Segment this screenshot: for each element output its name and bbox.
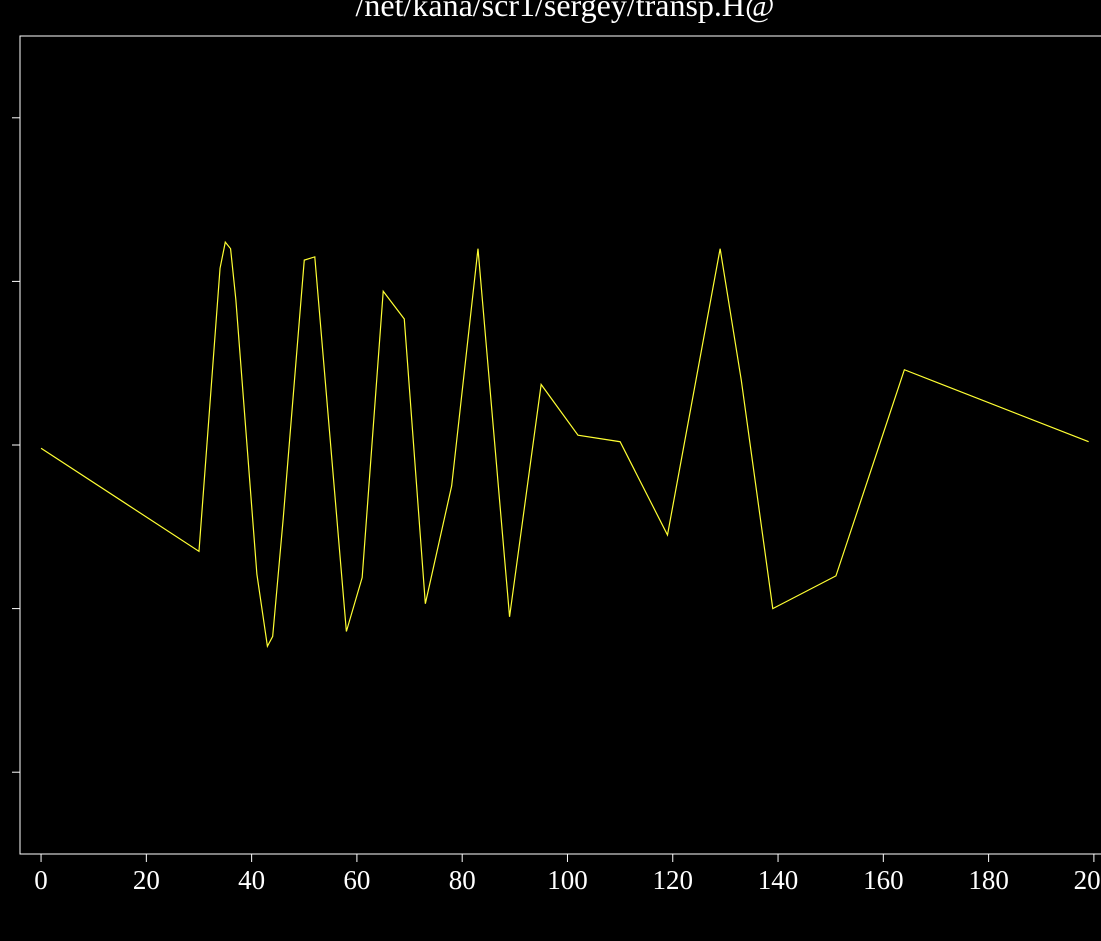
x-tick-label: 60 (343, 865, 370, 895)
x-tick-label: 160 (863, 865, 904, 895)
x-tick-label: 180 (968, 865, 1009, 895)
data-line (40, 240, 1089, 649)
chart-title: /net/kana/scr1/sergey/transp.H@ (356, 0, 775, 23)
x-tick-label: 40 (238, 865, 265, 895)
x-tick-label: 140 (758, 865, 799, 895)
x-tick-label: 100 (547, 865, 588, 895)
x-tick-label: 0 (34, 865, 48, 895)
x-tick-label: 120 (653, 865, 694, 895)
plot-frame (19, 35, 1101, 855)
x-tick-label: 80 (449, 865, 476, 895)
x-tick-label: 20 (133, 865, 160, 895)
x-tick-label: 200 (1074, 865, 1101, 895)
